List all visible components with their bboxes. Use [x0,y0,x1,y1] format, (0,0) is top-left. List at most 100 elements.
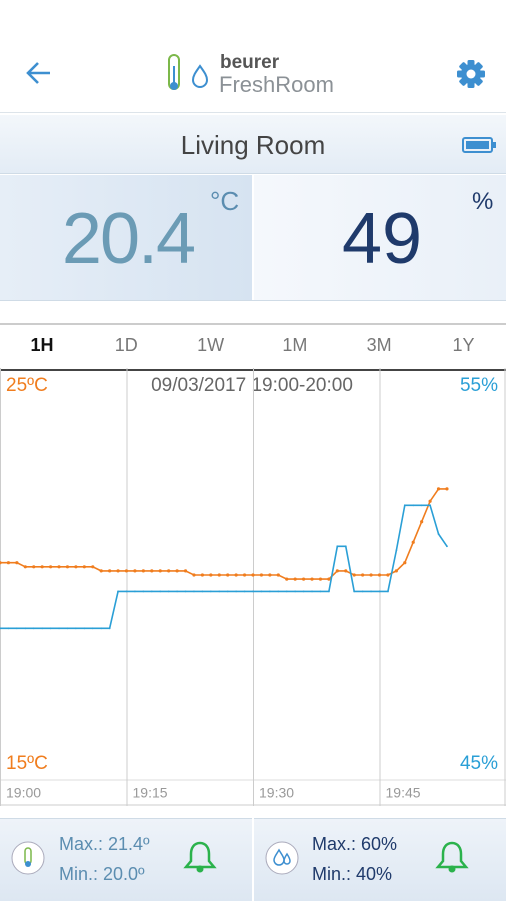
chart: 09/03/2017 19:00-20:00 19:00 19:15 19:30 19… [0,368,506,806]
data-point [193,590,195,593]
humidity-panel [254,175,506,300]
data-point [242,573,247,577]
y-tick-label: 15ºC [6,753,48,774]
data-point [175,569,179,573]
temperature-value: 20.4 [61,199,196,279]
data-point [209,573,213,577]
y-tick-label: 25ºC [6,375,48,396]
data-point [65,565,70,569]
x-tick-label: 19:15 [133,785,168,801]
data-point [243,590,246,593]
data-point [369,573,373,577]
range-tab[interactable]: 1W [197,335,225,355]
data-point [394,569,398,573]
data-point [24,627,27,630]
data-point [335,569,339,573]
data-point [201,590,204,593]
data-point [150,590,153,593]
data-point [436,487,441,491]
logo-icon [168,54,209,90]
battery-icon [462,137,496,153]
room-name: Living Room [180,130,326,160]
data-point [420,504,423,507]
data-point [387,590,389,593]
data-point [328,590,330,593]
data-point [183,569,188,573]
data-point [40,565,44,569]
data-point [311,590,313,593]
data-point [58,627,60,630]
data-point [268,590,271,593]
data-point [235,590,238,593]
data-point [108,627,111,630]
data-point [49,565,53,569]
data-point [116,569,120,573]
data-point [176,590,179,593]
hum-min: Min.: 40% [312,864,393,884]
tab-bar: 1H 1D 1W 1M 3M 1Y [0,323,506,371]
range-tab[interactable]: 1D [114,335,138,355]
data-point [209,590,212,593]
data-point [318,577,323,581]
data-point [411,540,415,544]
temperature-panel [0,175,252,300]
y2-tick-label: 55% [460,375,498,396]
data-point [259,573,264,577]
range-tab[interactable]: 3M [366,335,392,355]
room-bar [0,115,506,174]
humidity-unit: % [472,188,494,215]
data-point [159,590,162,593]
data-point [294,590,297,593]
data-point [200,573,204,577]
data-point [403,504,406,507]
data-point [395,549,398,552]
data-point [252,590,254,593]
data-point [302,590,305,593]
data-point [0,561,2,565]
data-point [429,504,431,507]
range-tab[interactable]: 1Y [452,335,475,355]
data-point [226,590,229,593]
data-point [124,569,129,573]
data-point [226,573,230,577]
data-point [302,577,306,581]
hum-max: Max.: 60% [312,834,398,854]
data-point [134,590,136,593]
range-tab[interactable]: 1H [30,335,54,355]
data-point [353,590,356,593]
x-tick-label: 19:00 [6,785,41,801]
data-point [32,627,35,630]
data-point [234,573,238,577]
data-point [420,520,424,524]
data-point [319,590,322,593]
thermometer-icon [11,841,45,875]
settings-button[interactable] [456,59,486,89]
data-point [344,545,347,548]
data-point [276,573,280,577]
series-line [0,504,448,630]
data-point [268,573,272,577]
data-point [6,561,11,565]
range-tab[interactable]: 1M [282,335,308,355]
temp-alarm-bell[interactable] [182,840,218,874]
data-point [117,590,119,593]
humidity-alarm-panel[interactable] [254,818,506,901]
temp-min: Min.: 20.0º [59,864,145,884]
data-point [41,627,44,630]
data-point [285,590,288,593]
data-point [361,590,364,593]
data-point [260,590,263,593]
data-point [344,569,348,573]
data-point [403,561,407,565]
data-point [293,577,297,581]
data-point [32,565,36,569]
data-point [167,590,170,593]
data-point [7,627,10,630]
data-point [99,569,103,573]
data-point [108,569,112,573]
data-point [15,627,18,630]
hum-alarm-bell[interactable] [434,840,470,874]
y2-tick-label: 45% [460,753,498,774]
data-point [217,573,221,577]
back-button[interactable] [24,60,54,86]
